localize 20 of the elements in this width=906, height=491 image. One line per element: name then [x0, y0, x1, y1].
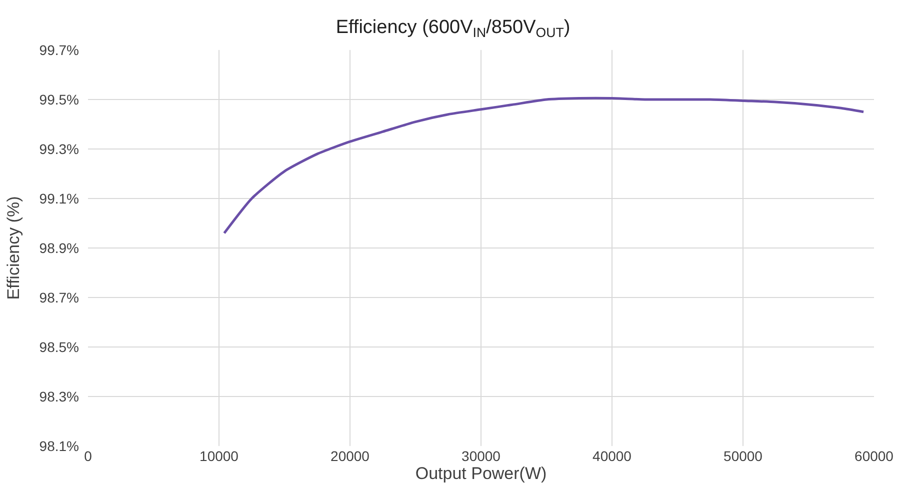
y-tick-label: 98.5%	[39, 338, 79, 355]
x-tick-label: 10000	[200, 448, 239, 464]
y-tick-label: 98.7%	[39, 289, 79, 306]
y-tick-label: 99.5%	[39, 91, 79, 108]
x-tick-label: 50000	[724, 448, 763, 464]
line-series	[222, 96, 865, 234]
y-axis-title: Efficiency (%)	[4, 196, 23, 300]
y-tick-label: 98.1%	[39, 438, 79, 454]
x-tick-label: 30000	[462, 448, 501, 464]
x-tick-label: 60000	[854, 448, 894, 464]
y-tick-label: 99.3%	[39, 140, 79, 157]
y-tick-label: 98.3%	[39, 388, 79, 404]
chart-title: Efficiency (600V$_{IN}$/850V$_{OUT}$)	[336, 16, 570, 40]
y-tick-label: 99.7%	[39, 42, 79, 58]
x-tick-label: 0	[84, 448, 92, 464]
x-tick-label: 20000	[330, 448, 370, 464]
x-axis-title: Output Power(W)	[415, 464, 547, 483]
x-tick-label: 40000	[592, 448, 632, 464]
y-tick-label: 99.1%	[39, 190, 79, 206]
y-tick-label: 98.9%	[39, 240, 79, 256]
